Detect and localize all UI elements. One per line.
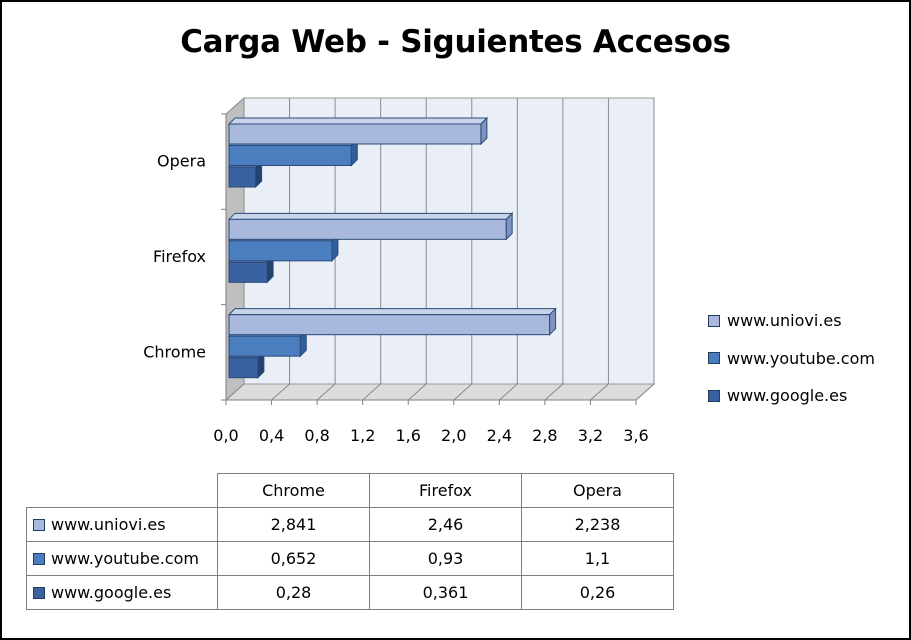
bar xyxy=(228,145,352,166)
bar xyxy=(228,261,268,283)
table-header-row: Chrome Firefox Opera xyxy=(26,473,674,508)
table-row-header: www.youtube.com xyxy=(26,541,218,576)
x-tick-label: 2,0 xyxy=(441,426,466,445)
row-label: www.google.es xyxy=(51,583,172,602)
x-tick-label: 1,2 xyxy=(350,426,375,445)
legend-item: www.uniovi.es xyxy=(702,302,907,340)
table-cell: 0,93 xyxy=(369,541,522,576)
category-label: Chrome xyxy=(143,342,206,361)
table-row-header: www.google.es xyxy=(26,575,218,610)
legend-swatch xyxy=(33,518,45,531)
row-label: www.uniovi.es xyxy=(51,515,166,534)
floor-gridline xyxy=(316,383,336,401)
x-tick-label: 2,4 xyxy=(487,426,512,445)
table-cell: 1,1 xyxy=(521,541,674,576)
bar xyxy=(228,357,259,379)
chart-title: Carga Web - Siguientes Accesos xyxy=(180,24,731,60)
x-tick-label: 1,6 xyxy=(395,426,420,445)
floor-gridline xyxy=(499,383,518,401)
table-column-header: Firefox xyxy=(369,473,522,508)
x-tick-label: 0,0 xyxy=(213,426,238,445)
legend-swatch xyxy=(708,389,720,402)
floor-gridline xyxy=(590,383,609,401)
bar-top xyxy=(227,212,514,220)
data-table: Chrome Firefox Opera www.uniovi.es 2,841… xyxy=(26,473,674,610)
table-cell: 0,361 xyxy=(369,575,522,610)
table-cell: 0,28 xyxy=(217,575,370,610)
table-column-header: Chrome xyxy=(217,473,370,508)
x-tick-label: 0,8 xyxy=(304,426,329,445)
floor-gridline xyxy=(362,383,381,401)
bar-top xyxy=(227,117,489,125)
legend-swatch xyxy=(708,352,720,365)
legend-swatch xyxy=(33,586,45,599)
table-cell: 0,652 xyxy=(217,541,370,576)
x-tick-label: 3,2 xyxy=(578,426,603,445)
x-tick-label: 3,6 xyxy=(623,426,648,445)
x-tick-label: 0,4 xyxy=(259,426,284,445)
table-row: www.uniovi.es 2,841 2,46 2,238 xyxy=(26,507,674,542)
table-cell: 2,46 xyxy=(369,507,522,542)
bar xyxy=(228,335,301,357)
plot-area: 0,0 0,4 0,8 1,2 1,6 2,0 2,4 2,8 3,2 3,6 Chrome Fire… xyxy=(143,96,656,445)
bar xyxy=(228,123,482,145)
category-label: Opera xyxy=(157,152,206,171)
floor-gridline xyxy=(635,383,655,401)
table-corner xyxy=(26,473,218,508)
floor-gridline xyxy=(453,383,473,401)
table-cell: 0,26 xyxy=(521,575,674,610)
bar-top xyxy=(227,308,557,316)
table-cell: 2,841 xyxy=(217,507,370,542)
bar xyxy=(228,240,333,262)
legend-swatch xyxy=(708,314,720,327)
legend-label: www.youtube.com xyxy=(727,348,875,368)
legend-label: www.google.es xyxy=(727,386,848,406)
category-label: Firefox xyxy=(153,247,206,266)
bar xyxy=(228,314,551,336)
floor-gridline xyxy=(544,383,564,401)
table-row: www.youtube.com 0,652 0,93 1,1 xyxy=(26,541,674,576)
bar xyxy=(228,218,507,240)
row-label: www.youtube.com xyxy=(51,549,199,568)
bar xyxy=(228,166,257,188)
legend-item: www.google.es xyxy=(702,377,907,415)
legend: www.uniovi.es www.youtube.com www.google… xyxy=(702,302,907,415)
x-tick-label: 2,8 xyxy=(532,426,557,445)
table-cell: 2,238 xyxy=(521,507,674,542)
legend-swatch xyxy=(33,552,45,565)
floor xyxy=(224,383,656,401)
table-row: www.google.es 0,28 0,361 0,26 xyxy=(26,575,674,610)
table-row-header: www.uniovi.es xyxy=(26,507,218,542)
legend-item: www.youtube.com xyxy=(702,340,907,378)
floor-gridline xyxy=(407,383,427,401)
floor-gridline xyxy=(225,383,245,401)
table-column-header: Opera xyxy=(521,473,674,508)
legend-label: www.uniovi.es xyxy=(727,311,842,331)
floor-gridline xyxy=(271,383,290,401)
